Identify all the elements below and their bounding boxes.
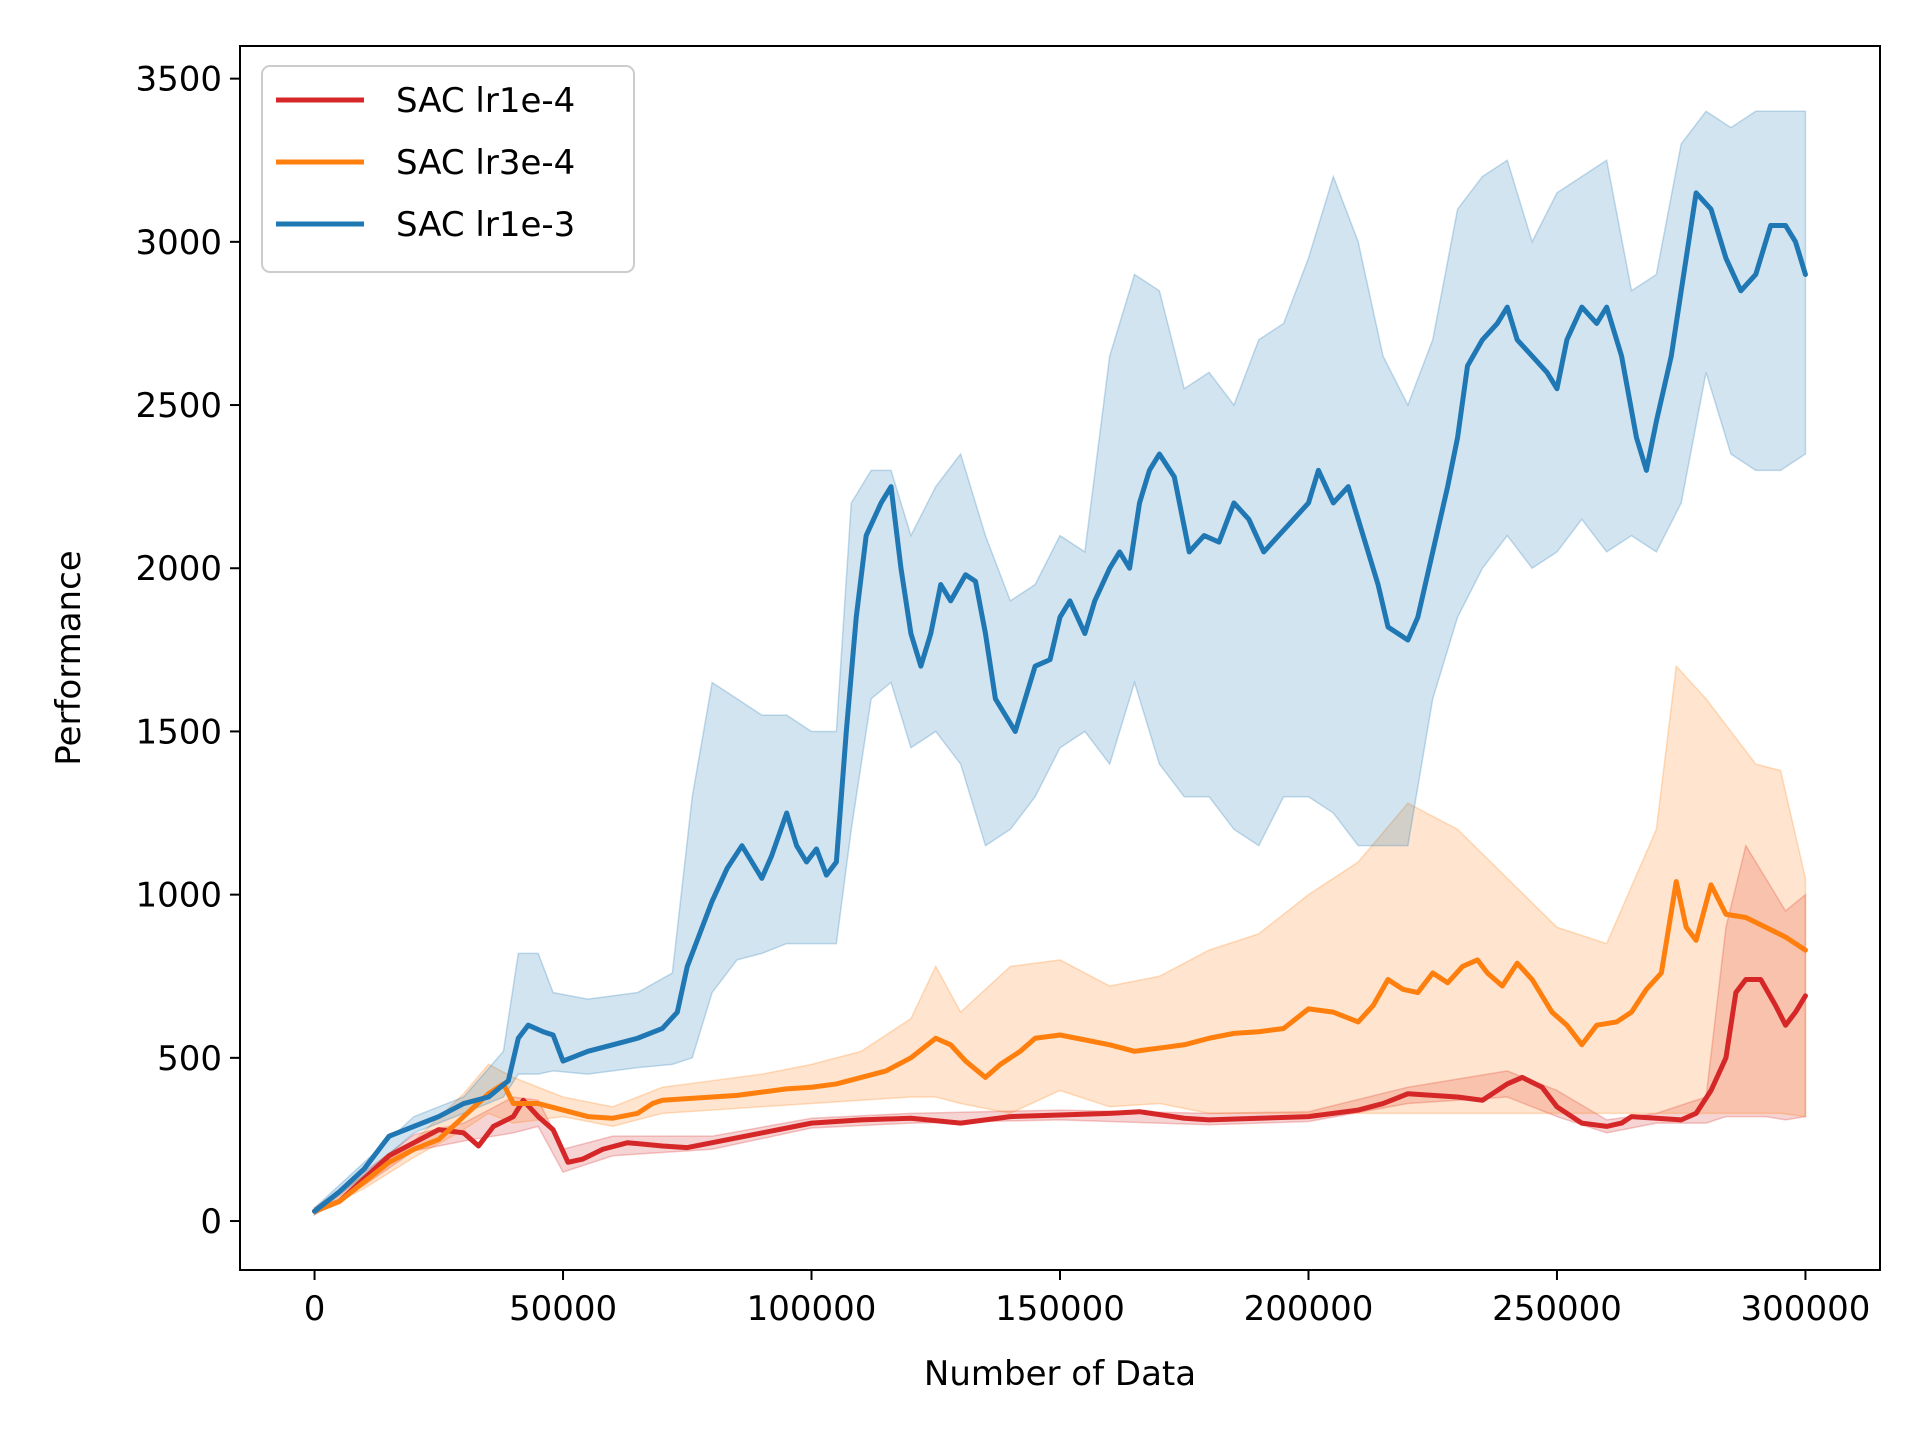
x-axis-label: Number of Data	[924, 1354, 1196, 1394]
confidence-bands	[313, 110, 1807, 1217]
x-tick-label: 300000	[1741, 1289, 1871, 1329]
legend-label-sac-lr1e-3: SAC lr1e-3	[396, 205, 575, 245]
x-tick-label: 50000	[509, 1289, 617, 1329]
x-tick-label: 200000	[1244, 1289, 1374, 1329]
y-axis: 0 500 1000 1500 2000 2500 3000 3500	[135, 60, 240, 1242]
y-axis-label: Performance	[49, 550, 89, 765]
line-sac-lr3e-4	[312, 879, 1808, 1214]
legend-label-sac-lr3e-4: SAC lr3e-4	[396, 143, 575, 183]
y-tick-label: 0	[200, 1202, 222, 1242]
legend-box	[261, 65, 635, 273]
y-tick-label: 1500	[135, 712, 222, 752]
y-tick-label: 2000	[135, 549, 222, 589]
band-sac-lr3e-4	[313, 664, 1807, 1216]
legend: SAC lr1e-4 SAC lr3e-4 SAC lr1e-3	[261, 65, 635, 273]
series-lines	[312, 190, 1808, 1214]
y-tick-label: 1000	[135, 876, 222, 916]
x-tick-label: 150000	[995, 1289, 1125, 1329]
legend-label-sac-lr1e-4: SAC lr1e-4	[396, 81, 575, 121]
line-sac-lr1e-3	[312, 190, 1808, 1214]
band-sac-lr1e-3	[313, 110, 1807, 1217]
x-tick-label: 0	[304, 1289, 326, 1329]
y-tick-label: 3500	[135, 60, 222, 100]
y-tick-label: 500	[157, 1039, 222, 1079]
band-sac-lr1e-4	[313, 843, 1807, 1216]
x-axis: 0 50000 100000 150000 200000 250000 300000	[304, 1270, 1871, 1329]
x-tick-label: 100000	[747, 1289, 877, 1329]
y-tick-label: 3000	[135, 223, 222, 263]
x-tick-label: 250000	[1492, 1289, 1622, 1329]
y-tick-label: 2500	[135, 386, 222, 426]
